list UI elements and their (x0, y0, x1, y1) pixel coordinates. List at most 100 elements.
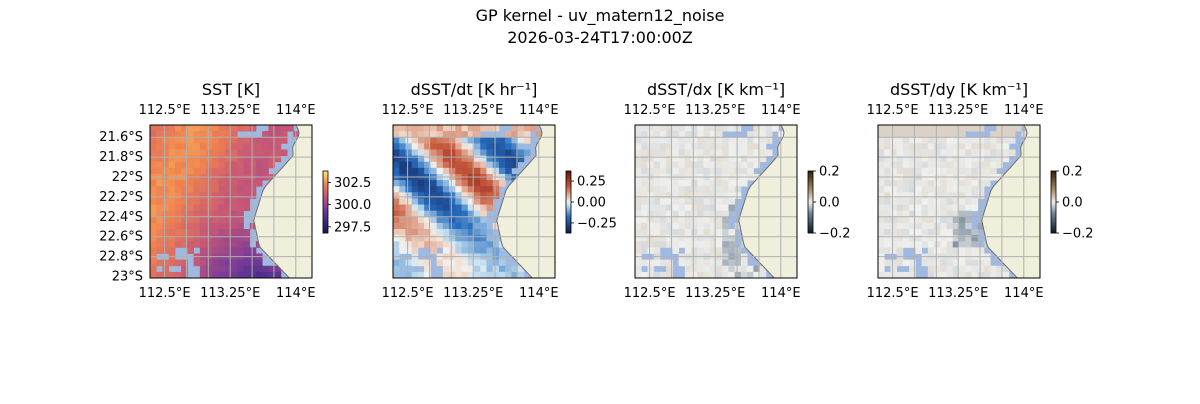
heatmap-cell (174, 155, 182, 163)
panel-title: dSST/dt [K hr⁻¹] (411, 80, 538, 99)
heatmap-cell (393, 241, 400, 248)
heatmap-cell (716, 180, 723, 187)
colorbar-segment (566, 179, 571, 182)
heatmap-cell (990, 149, 997, 156)
heatmap-cell (647, 222, 655, 230)
heatmap-cell (909, 210, 916, 218)
heatmap-cell (474, 235, 481, 242)
heatmap-cell (474, 192, 481, 199)
heatmap-cell (424, 161, 431, 169)
heatmap-cell (965, 192, 972, 199)
colorbar-segment (323, 197, 328, 201)
heatmap-cell (635, 265, 642, 273)
heatmap-cell (653, 259, 661, 267)
heatmap-cell (759, 125, 767, 132)
heatmap-cell (952, 180, 960, 187)
heatmap-cell (977, 155, 985, 163)
heatmap-cell (206, 180, 213, 187)
heatmap-cell (206, 131, 213, 138)
heatmap-cell (952, 229, 960, 236)
heatmap-cell (486, 186, 494, 193)
colorbar-segment (323, 185, 328, 188)
heatmap-cell (199, 192, 207, 199)
heatmap-cell (965, 271, 972, 278)
heatmap-cell (411, 271, 419, 278)
heatmap-cell (156, 137, 163, 144)
colorbar-4: 0.20.0−0.2 (1050, 165, 1094, 242)
heatmap-cell (909, 265, 916, 273)
heatmap-cell (977, 143, 985, 150)
heatmap-cell (940, 143, 947, 150)
heatmap-cell (174, 161, 182, 169)
heatmap-cell (517, 265, 525, 273)
colorbar-frame (322, 170, 329, 234)
heatmap-cell (461, 192, 469, 199)
heatmap-cell (884, 271, 891, 278)
heatmap-cell (952, 186, 960, 193)
heatmap-cell (878, 161, 885, 169)
heatmap-cell (486, 265, 494, 273)
heatmap-cell (709, 198, 717, 205)
heatmap-cell (653, 149, 661, 156)
colorbar-segment (566, 226, 571, 230)
colorbar-segment (1051, 206, 1056, 209)
heatmap-cell (915, 198, 923, 205)
heatmap-cell (474, 149, 481, 156)
heatmap-cell (492, 180, 500, 187)
colorbar-segment (1051, 216, 1056, 219)
heatmap-cell (461, 222, 469, 230)
heatmap-cell (915, 235, 923, 242)
heatmap-cell (934, 229, 941, 236)
heatmap-cell (940, 180, 947, 187)
heatmap-cell (430, 204, 438, 212)
heatmap-cell (517, 137, 525, 144)
heatmap-cell (212, 216, 219, 224)
heatmap-cell (971, 167, 979, 175)
heatmap-cell (890, 265, 898, 273)
heatmap-cell (647, 192, 655, 199)
heatmap-cell (162, 271, 170, 278)
heatmap-cell (965, 204, 972, 212)
colorbar-segment (566, 171, 571, 174)
heatmap-cell (224, 235, 232, 242)
colorbar-segment (566, 193, 571, 197)
heatmap-cell (684, 137, 692, 144)
heatmap-cell (474, 180, 481, 187)
heatmap-cell (224, 247, 232, 254)
heatmap-cell (709, 192, 717, 199)
heatmap-cell (424, 167, 431, 175)
heatmap-cell (653, 180, 661, 187)
heatmap-cell (902, 216, 910, 224)
heatmap-cell (187, 229, 195, 236)
heatmap-cell (890, 143, 898, 150)
heatmap-cell (653, 229, 661, 236)
heatmap-cell (430, 198, 438, 205)
colorbar-segment (808, 195, 813, 199)
heatmap-cell (728, 241, 736, 248)
heatmap-cell (921, 222, 929, 230)
heatmap-cell (959, 216, 966, 224)
heatmap-cell (212, 167, 219, 175)
heatmap-cell (722, 149, 729, 156)
heatmap-cell (193, 192, 201, 199)
heatmap-cell (237, 204, 244, 212)
heatmap-cell (181, 167, 188, 175)
heatmap-cell (678, 259, 686, 267)
heatmap-cell (884, 186, 891, 193)
heatmap-cell (659, 131, 667, 138)
heatmap-cell (697, 161, 704, 169)
heatmap-cell (517, 143, 525, 150)
heatmap-cell (505, 155, 512, 163)
heatmap-cell (666, 131, 673, 138)
heatmap-cell (224, 192, 232, 199)
heatmap-cell (921, 192, 929, 199)
heatmap-cell (927, 186, 935, 193)
heatmap-cell (455, 198, 462, 205)
heatmap-cell (678, 216, 686, 224)
heatmap-cell (405, 161, 413, 169)
heatmap-cell (927, 216, 935, 224)
heatmap-cell (659, 192, 667, 199)
heatmap-cell (996, 161, 1004, 169)
heatmap-cell (666, 137, 673, 144)
heatmap-cells (393, 125, 543, 278)
